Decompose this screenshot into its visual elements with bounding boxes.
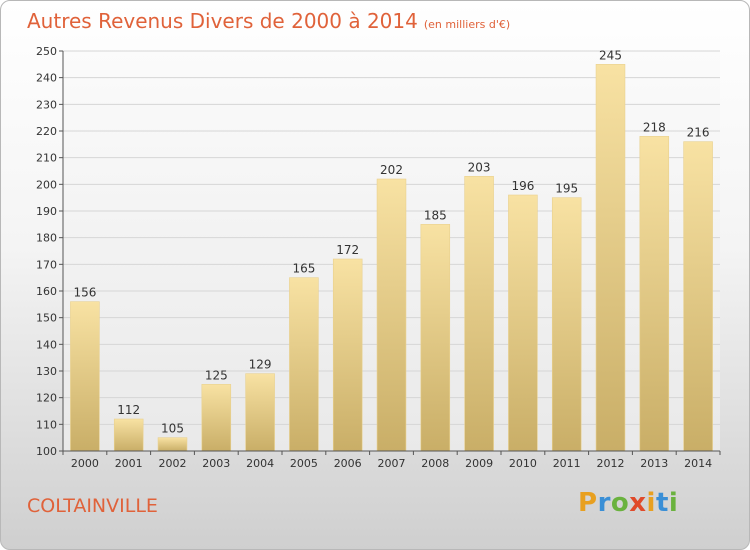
bar-2009 bbox=[464, 176, 494, 452]
logo-letter: x bbox=[629, 488, 647, 518]
x-tick-label-2001: 2001 bbox=[115, 457, 143, 470]
y-tick-label: 250 bbox=[36, 45, 57, 58]
chart-title-text: Autres Revenus Divers de 2000 à 2014 bbox=[27, 9, 418, 33]
y-tick-label: 230 bbox=[36, 98, 57, 111]
data-label-2006: 172 bbox=[336, 243, 359, 257]
bar-2004 bbox=[245, 373, 275, 452]
logo-letter: o bbox=[610, 488, 630, 518]
data-label-2001: 112 bbox=[117, 403, 140, 417]
data-label-2013: 218 bbox=[643, 120, 666, 134]
data-label-2008: 185 bbox=[424, 208, 447, 222]
y-tick-label: 120 bbox=[36, 392, 57, 405]
y-tick-label: 160 bbox=[36, 285, 57, 298]
bar-2002 bbox=[157, 437, 188, 452]
data-label-2002: 105 bbox=[161, 422, 184, 436]
data-label-2005: 165 bbox=[292, 262, 315, 276]
commune-name: COLTAINVILLE bbox=[27, 495, 158, 517]
bar-2007 bbox=[376, 178, 407, 452]
x-tick-label-2008: 2008 bbox=[421, 457, 449, 470]
x-tick-label-2010: 2010 bbox=[509, 457, 537, 470]
data-label-2007: 202 bbox=[380, 163, 403, 177]
bar-2005 bbox=[289, 277, 319, 452]
data-label-2009: 203 bbox=[468, 160, 491, 174]
y-tick-label: 110 bbox=[36, 418, 57, 431]
x-tick-label-2000: 2000 bbox=[71, 457, 99, 470]
y-tick-label: 150 bbox=[36, 312, 57, 325]
y-tick-label: 100 bbox=[36, 445, 57, 458]
bar-2008 bbox=[420, 224, 451, 452]
x-tick-label-2004: 2004 bbox=[246, 457, 274, 470]
proxiti-logo: Proxiti bbox=[578, 488, 678, 518]
x-tick-label-2006: 2006 bbox=[334, 457, 362, 470]
x-tick-label-2005: 2005 bbox=[290, 457, 318, 470]
logo-letter: t bbox=[655, 488, 669, 518]
data-label-2011: 195 bbox=[555, 182, 578, 196]
logo-letter: i bbox=[646, 488, 656, 518]
y-tick-label: 180 bbox=[36, 232, 57, 245]
bar-2011 bbox=[551, 197, 582, 452]
y-tick-label: 170 bbox=[36, 258, 57, 271]
data-label-2004: 129 bbox=[249, 358, 272, 372]
data-label-2000: 156 bbox=[73, 286, 96, 300]
x-tick-label-2007: 2007 bbox=[378, 457, 406, 470]
bar-2006 bbox=[332, 258, 363, 452]
logo-letter: i bbox=[668, 488, 679, 518]
bar-2003 bbox=[201, 384, 232, 452]
y-tick-label: 130 bbox=[36, 365, 57, 378]
x-tick-label-2003: 2003 bbox=[202, 457, 230, 470]
x-tick-label-2012: 2012 bbox=[597, 457, 625, 470]
plot-area: 100 110 120 130 140 150 160 170 180 190 200 210 220 2… bbox=[36, 45, 721, 470]
data-label-2014: 216 bbox=[687, 126, 710, 140]
data-label-2010: 196 bbox=[511, 179, 534, 193]
y-tick-label: 220 bbox=[36, 125, 57, 138]
y-tick-label: 140 bbox=[36, 338, 57, 351]
data-label-2012: 245 bbox=[599, 48, 622, 62]
x-tick-label-2009: 2009 bbox=[465, 457, 493, 470]
x-tick-label-2011: 2011 bbox=[553, 457, 581, 470]
bar-2012 bbox=[595, 64, 626, 452]
bar-2000 bbox=[70, 301, 100, 452]
logo-letter: r bbox=[597, 488, 611, 518]
bar-2010 bbox=[508, 194, 538, 452]
x-tick-label-2014: 2014 bbox=[684, 457, 712, 470]
bar-2001 bbox=[113, 418, 144, 452]
x-tick-label-2013: 2013 bbox=[640, 457, 668, 470]
logo-letter: P bbox=[578, 488, 598, 518]
y-tick-label: 200 bbox=[36, 178, 57, 191]
bar-2013 bbox=[639, 136, 670, 452]
y-tick-label: 210 bbox=[36, 152, 57, 165]
y-tick-label: 240 bbox=[36, 72, 57, 85]
chart-title: Autres Revenus Divers de 2000 à 2014 (en … bbox=[27, 9, 510, 33]
chart-subtitle: (en milliers d'€) bbox=[423, 18, 511, 31]
x-tick-label-2002: 2002 bbox=[159, 457, 187, 470]
y-tick-label: 190 bbox=[36, 205, 57, 218]
data-label-2003: 125 bbox=[205, 368, 228, 382]
bar-2014 bbox=[683, 141, 713, 452]
